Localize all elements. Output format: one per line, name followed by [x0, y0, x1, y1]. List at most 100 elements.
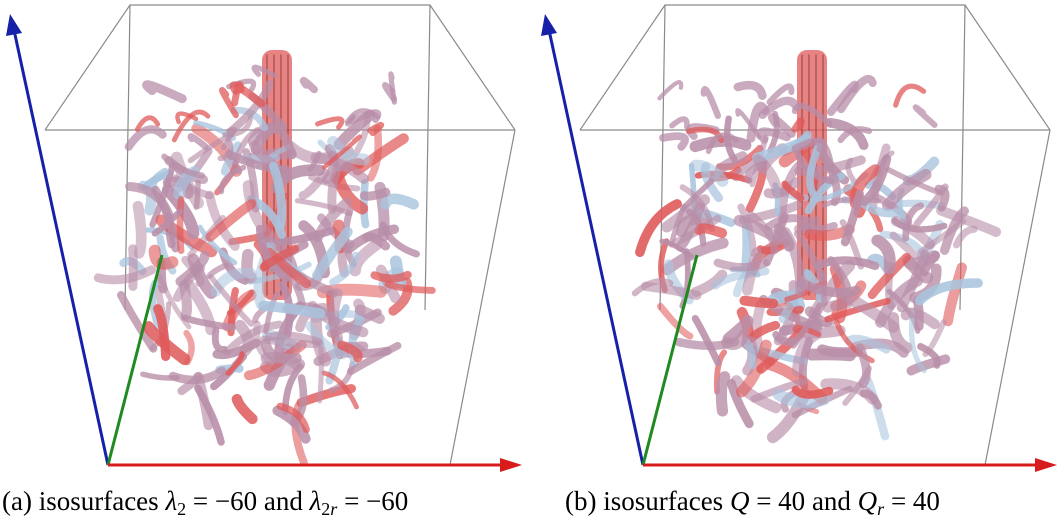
vortex-tube — [726, 378, 754, 429]
vortex-tube — [148, 167, 169, 193]
vortex-tube — [347, 341, 402, 376]
vortex-tube — [276, 402, 310, 433]
z-axis-a — [12, 29, 110, 466]
vortex-tube — [796, 278, 861, 298]
vortex-tube — [332, 171, 369, 215]
caption-a: (a) isosurfaces λ2 = −60 and λ2r = −60 — [2, 484, 408, 519]
vortex-tube — [299, 76, 318, 94]
vortex-tube — [206, 262, 230, 279]
vortex-tube — [242, 180, 277, 244]
vortex-tube — [791, 137, 826, 153]
vortex-tube — [675, 213, 713, 238]
vortex-tube — [806, 142, 823, 198]
vortex-tube — [142, 321, 191, 366]
vortex-tube — [349, 238, 383, 277]
vortex-tube — [168, 366, 227, 385]
vortex-tube — [903, 256, 934, 284]
vortex-tube — [917, 343, 941, 369]
vortex-tube — [724, 115, 738, 163]
vortex-tube — [740, 222, 751, 273]
vortex-tube — [161, 184, 200, 240]
vortex-tube — [231, 393, 258, 425]
vortex-tube — [715, 371, 731, 417]
vortex-tube — [821, 196, 881, 208]
vortex-tube — [175, 251, 210, 287]
vortex-tube — [142, 80, 187, 104]
vortex-tube — [176, 196, 185, 254]
vortex-tube — [656, 302, 694, 340]
vortex-tube — [934, 184, 950, 212]
vortex-tube — [768, 113, 796, 138]
vortex-tube — [379, 221, 420, 258]
vortex-tube — [362, 232, 391, 251]
vortex-tube — [367, 121, 385, 137]
x-axis-arrow-a — [500, 458, 522, 472]
vortex-tube — [225, 126, 237, 142]
axes-b — [541, 14, 1057, 472]
vortex-tube — [348, 109, 382, 125]
vortex-tube — [772, 330, 797, 346]
vortex-tube — [722, 315, 754, 345]
vortex-tube — [220, 139, 234, 161]
caption-b-text: isosurfaces — [603, 486, 724, 516]
vortex-tube — [791, 328, 822, 377]
vortex-tube — [680, 172, 721, 212]
vortex-tube — [211, 326, 228, 353]
vortex-tube — [675, 202, 705, 252]
vortex-tube — [259, 335, 321, 348]
vortex-tube — [844, 334, 891, 354]
vortex-tube — [900, 307, 940, 330]
vortex-tube — [640, 281, 702, 300]
caption-b-math-left: Q = 40 — [729, 486, 806, 516]
vortex-tube — [269, 161, 287, 230]
y-axis-b — [641, 254, 699, 466]
vortex-tube — [352, 133, 409, 176]
vortex-tube — [791, 102, 833, 128]
caption-b-connector: and — [811, 486, 851, 516]
visualization-panel-b — [535, 0, 1057, 478]
vortex-tube — [739, 295, 779, 309]
vortex-tube — [212, 338, 261, 360]
vortex-tube — [915, 278, 983, 306]
vortex-tube — [229, 81, 266, 108]
vortex-tube — [742, 247, 762, 296]
vortex-tube — [208, 274, 254, 327]
y-axis-a — [106, 254, 164, 466]
vortex-tube — [700, 86, 722, 119]
vortex-tube — [289, 374, 308, 427]
vortex-tube — [220, 141, 242, 176]
caption-b: (b) isosurfaces Q = 40 and Qr = 40 — [565, 484, 940, 519]
vortex-tube — [93, 265, 157, 285]
vortex-tube — [940, 206, 969, 255]
vortex-tube — [187, 133, 209, 150]
vortex-tube — [284, 140, 339, 164]
vortex-tube — [322, 134, 362, 170]
vortex-tube — [751, 299, 766, 349]
vortex-tube — [735, 339, 772, 398]
vortex-tube — [384, 280, 436, 294]
vortex-tube — [840, 189, 864, 247]
bounding-box-a — [44, 4, 516, 466]
vortex-tube — [714, 151, 748, 176]
z-axis-b — [547, 29, 645, 466]
vortex-tube — [151, 208, 184, 237]
vortex-tube — [264, 247, 312, 289]
vortex-tube — [161, 153, 206, 179]
vortex-tube — [354, 304, 385, 324]
vortex-tube — [824, 297, 891, 323]
vortex-tube — [689, 159, 729, 187]
caption-b-math-right: Qr = 40 — [857, 486, 940, 519]
vortex-render-b — [541, 4, 1057, 472]
vortex-render-a — [6, 4, 522, 472]
vortex-tube — [790, 302, 823, 349]
vortex-tube — [205, 199, 257, 242]
vortex-tube — [711, 267, 770, 290]
vortex-tube — [388, 277, 413, 316]
vortex-tube — [260, 244, 300, 270]
vortex-tube — [889, 231, 920, 261]
vortex-tube — [379, 193, 419, 210]
vortex-tube — [327, 135, 370, 166]
vortex-tube — [312, 197, 352, 243]
vortex-tube — [792, 324, 822, 338]
vortex-tube — [730, 375, 782, 414]
